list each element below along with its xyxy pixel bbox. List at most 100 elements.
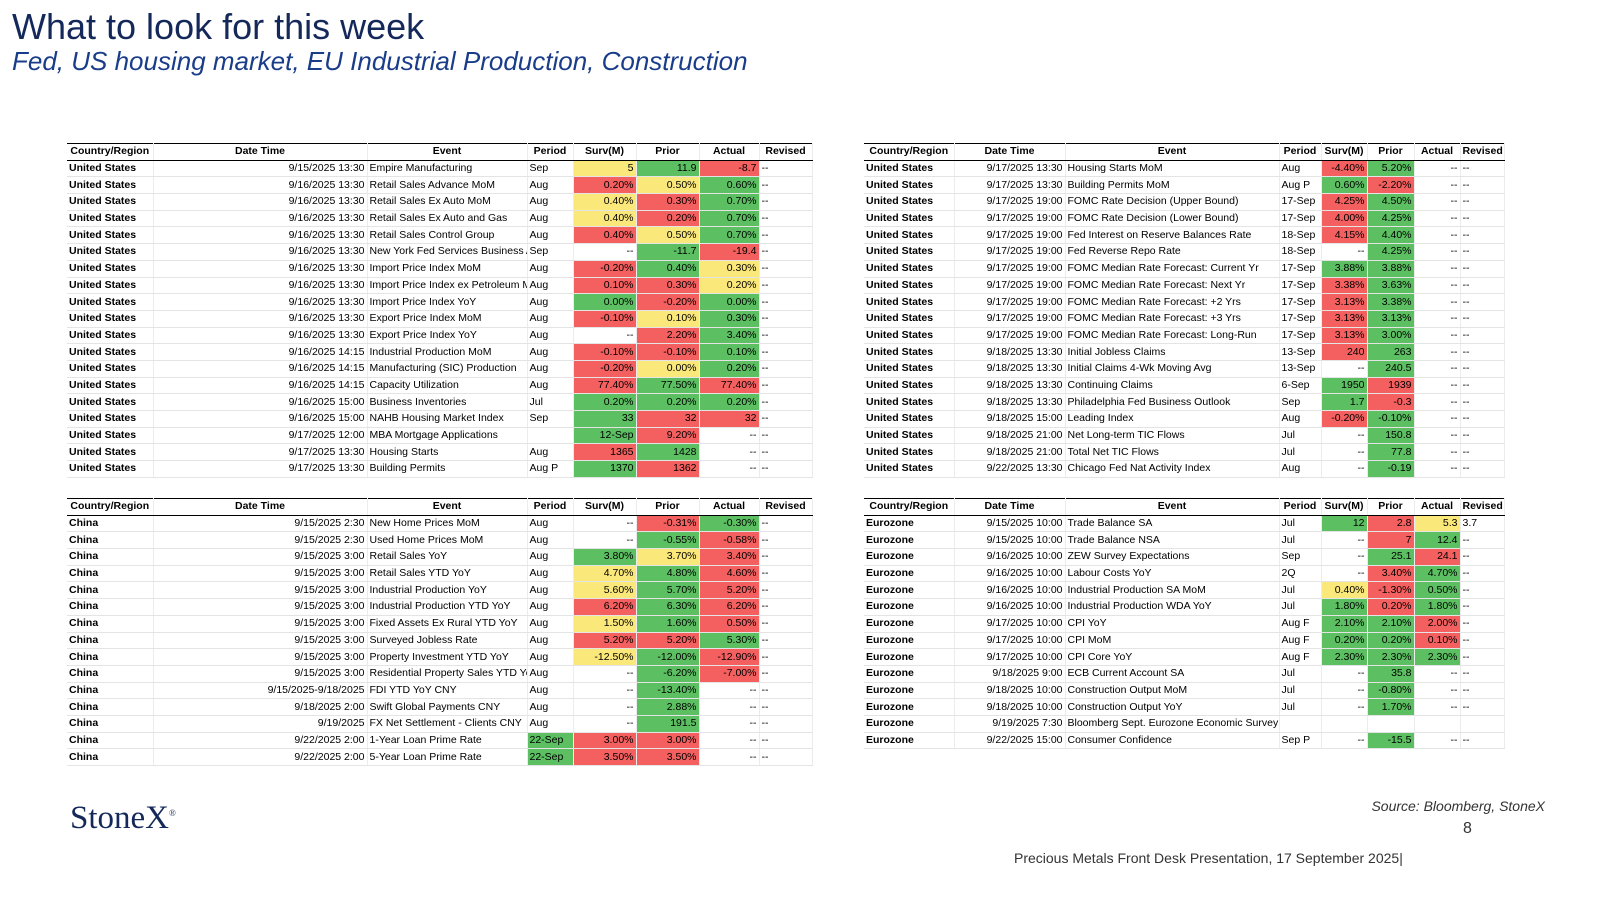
cell-revised: -- [1460, 243, 1505, 261]
table-row: United States 9/17/2025 19:00 Fed Interest… [864, 226, 1505, 245]
cell-prior: 2.88% [636, 698, 700, 716]
cell-actual: 4.70% [1414, 565, 1461, 583]
cell-revised: -- [1460, 648, 1505, 666]
cell-period: Jul [1279, 427, 1322, 445]
cell-event: FX Net Settlement - Clients CNY [367, 715, 528, 733]
cell-datetime: 9/16/2025 13:30 [153, 210, 368, 228]
cell-survey: -- [1321, 460, 1368, 478]
table-row: Eurozone 9/17/2025 10:00 CPI MoM Aug F 0.20%… [864, 632, 1505, 650]
cell-period: Jul [1279, 515, 1322, 533]
cell-event: FOMC Median Rate Forecast: +3 Yrs [1065, 310, 1280, 328]
cell-period: 17-Sep [1279, 277, 1322, 295]
cell-event: Retail Sales YTD YoY [367, 565, 528, 583]
cell-datetime: 9/18/2025 21:00 [954, 443, 1066, 462]
cell-period: Jul [1279, 581, 1322, 600]
cell-prior: 4.25% [1367, 210, 1415, 228]
cell-datetime: 9/16/2025 13:30 [153, 243, 368, 261]
cell-country: United States [864, 360, 955, 378]
cell-period: Aug [527, 226, 574, 245]
table-row: United States 9/17/2025 19:00 Fed Reverse … [864, 243, 1505, 261]
cell-survey: 0.10% [573, 277, 637, 295]
cell-datetime: 9/17/2025 19:00 [954, 327, 1066, 345]
cell-country: Eurozone [864, 565, 955, 583]
cell-datetime: 9/16/2025 13:30 [153, 310, 368, 328]
cell-country: United States [67, 226, 154, 245]
cell-period: 18-Sep [1279, 226, 1322, 245]
cell-survey: 0.00% [573, 293, 637, 311]
table-row: United States 9/17/2025 19:00 FOMC Median … [864, 327, 1505, 345]
cell-actual: -- [1414, 260, 1461, 278]
cell-period: Aug P [527, 460, 574, 478]
cell-survey: 12 [1321, 515, 1368, 533]
cell-country: United States [67, 360, 154, 378]
cell-event: CPI MoM [1065, 632, 1280, 650]
cell-event: Housing Starts [367, 443, 528, 462]
cell-period: Aug P [1279, 176, 1322, 195]
cell-datetime: 9/16/2025 15:00 [153, 393, 368, 411]
cell-period: Aug [527, 682, 574, 700]
cell-prior: 0.40% [636, 260, 700, 278]
cell-datetime: 9/17/2025 19:00 [954, 210, 1066, 228]
cell-event: Capacity Utilization [367, 377, 528, 395]
cell-period: 22-Sep [527, 748, 574, 766]
cell-revised: -- [1460, 598, 1505, 616]
cell-prior: -6.20% [636, 665, 700, 683]
cell-event: FOMC Median Rate Forecast: +2 Yrs [1065, 293, 1280, 311]
cell-period: Aug [527, 648, 574, 666]
cell-period: Aug F [1279, 648, 1322, 666]
cell-survey: 6.20% [573, 598, 637, 616]
cell-country: Eurozone [864, 665, 955, 683]
cell-datetime: 9/17/2025 19:00 [954, 260, 1066, 278]
table-row: United States 9/17/2025 19:00 FOMC Rate De… [864, 193, 1505, 211]
cell-revised: -- [1460, 327, 1505, 345]
cell-datetime: 9/18/2025 15:00 [954, 410, 1066, 428]
header-datetime: Date Time [954, 143, 1066, 161]
cell-period: Sep [1279, 393, 1322, 411]
cell-datetime: 9/17/2025 19:00 [954, 243, 1066, 261]
header-prior: Prior [1367, 143, 1415, 161]
cell-actual: -- [699, 748, 760, 766]
cell-survey: 12-Sep [573, 427, 637, 445]
cell-prior: -11.7 [636, 243, 700, 261]
cell-country: United States [864, 160, 955, 178]
us-calendar-table-2: Country/Region Date Time Event Period Surv(M… [864, 143, 1505, 478]
cell-actual: -- [699, 715, 760, 733]
cell-survey: -- [1321, 732, 1368, 750]
header-prior: Prior [636, 498, 700, 516]
eurozone-calendar-table: Country/Region Date Time Event Period Surv(M… [864, 498, 1505, 750]
cell-country: United States [864, 393, 955, 411]
cell-revised: -- [759, 598, 813, 616]
cell-prior: -2.20% [1367, 176, 1415, 195]
source-note: Source: Bloomberg, StoneX [1371, 798, 1545, 814]
cell-prior: 263 [1367, 343, 1415, 361]
cell-prior: 0.10% [636, 310, 700, 328]
table-row: Eurozone 9/16/2025 10:00 Industrial Produc… [864, 581, 1505, 600]
cell-revised: -- [1460, 377, 1505, 395]
cell-survey: 3.13% [1321, 327, 1368, 345]
cell-datetime: 9/16/2025 13:30 [153, 193, 368, 211]
cell-survey: -- [573, 327, 637, 345]
cell-prior: -15.5 [1367, 732, 1415, 750]
cell-actual: -- [1414, 160, 1461, 178]
table-row: United States 9/16/2025 13:30 Retail Sales… [67, 226, 813, 245]
cell-country: Eurozone [864, 698, 955, 716]
cell-country: United States [864, 343, 955, 361]
cell-datetime: 9/17/2025 13:30 [153, 460, 368, 478]
cell-revised: -- [1460, 277, 1505, 295]
cell-prior: 7 [1367, 531, 1415, 550]
cell-country: United States [67, 343, 154, 361]
table-row: China 9/22/2025 2:00 5-Year Loan Prime Rat… [67, 748, 813, 766]
cell-survey: -- [1321, 243, 1368, 261]
cell-country: United States [864, 427, 955, 445]
cell-country: Eurozone [864, 581, 955, 600]
cell-actual: 0.20% [699, 277, 760, 295]
cell-prior: 5.70% [636, 581, 700, 600]
table-row: United States 9/17/2025 19:00 FOMC Median … [864, 293, 1505, 311]
cell-country: United States [67, 293, 154, 311]
cell-survey: 0.20% [573, 393, 637, 411]
cell-datetime: 9/18/2025 9:00 [954, 665, 1066, 683]
cell-datetime: 9/19/2025 [153, 715, 368, 733]
cell-actual: -- [1414, 343, 1461, 361]
cell-actual: 32 [699, 410, 760, 428]
header-country: Country/Region [864, 498, 955, 516]
